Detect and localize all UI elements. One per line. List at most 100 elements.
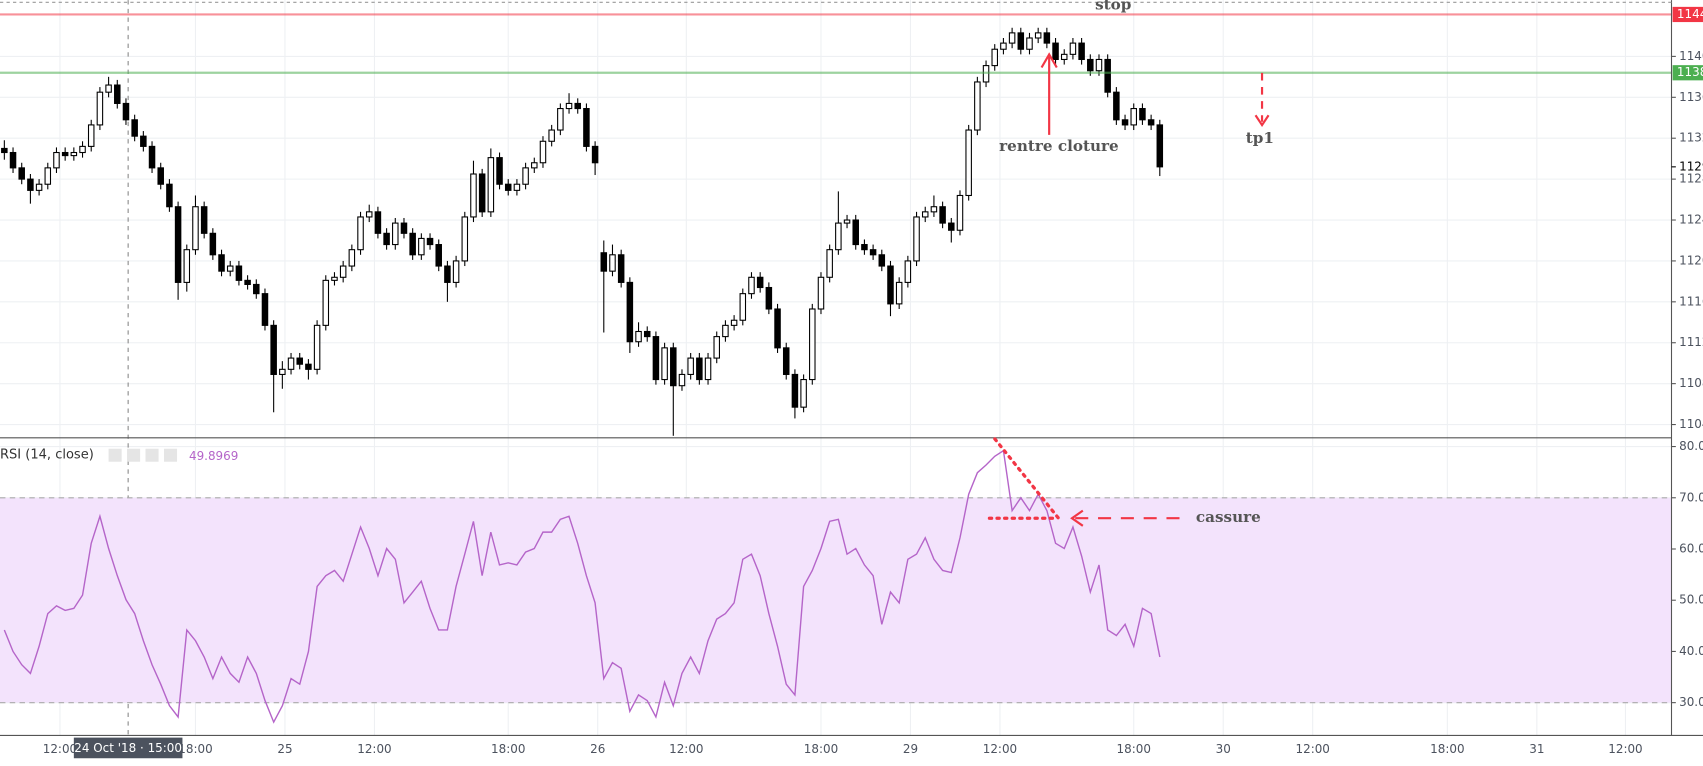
candle-body xyxy=(70,151,78,157)
candle-body xyxy=(565,102,573,110)
annotation-cassure: cassure xyxy=(1196,508,1261,526)
candle-body xyxy=(305,363,312,370)
candle-body xyxy=(1078,42,1085,61)
trend-line xyxy=(993,437,1063,524)
candle-body xyxy=(730,319,738,326)
candle-body xyxy=(218,254,225,272)
x-tick-label: 30 xyxy=(1216,742,1231,756)
candle-body xyxy=(904,260,912,283)
y-tick-label: 1108 xyxy=(1679,376,1703,390)
x-tick-label: 12:00 xyxy=(1608,742,1642,756)
candle-body xyxy=(948,222,955,231)
candle-body xyxy=(887,265,894,305)
marks-layer xyxy=(0,13,1672,724)
candle-body xyxy=(800,379,807,408)
candle-body xyxy=(1026,37,1033,50)
x-tick-label: 18:00 xyxy=(1430,742,1464,756)
candle-body xyxy=(1147,119,1155,126)
legend-icon xyxy=(164,448,178,462)
candle-body xyxy=(400,222,408,234)
candle-body xyxy=(200,206,208,234)
candle-body xyxy=(44,167,52,185)
candle-body xyxy=(539,140,547,164)
candle-body xyxy=(226,265,234,272)
candle-body xyxy=(470,173,477,218)
y-tick-label: 60.0 xyxy=(1679,541,1703,555)
x-tick-label: 29 xyxy=(903,742,918,756)
y-tick-label: 1120 xyxy=(1679,253,1703,267)
candle-body xyxy=(61,151,69,157)
candle-body xyxy=(452,260,460,283)
candle-body xyxy=(392,222,399,246)
x-tick-label: 12:00 xyxy=(43,742,77,756)
candle-body xyxy=(435,244,442,267)
x-tick-label: 31 xyxy=(1529,742,1544,756)
candle-body xyxy=(583,108,590,147)
candle-body xyxy=(261,293,269,326)
candle-body xyxy=(826,249,833,278)
arrow-head xyxy=(1254,114,1270,128)
legend-icon xyxy=(127,448,141,462)
candle-body xyxy=(244,279,251,285)
candle-body xyxy=(426,237,434,246)
candle-body xyxy=(557,108,564,131)
candle-body xyxy=(817,276,825,310)
candle-body xyxy=(774,308,781,349)
candle-body xyxy=(965,129,972,197)
x-tick-label: 12:00 xyxy=(983,742,1017,756)
x-tick-label: 26 xyxy=(590,742,605,756)
y-tick-label: 1128 xyxy=(1679,172,1703,186)
candle-body xyxy=(339,265,347,278)
price-label-box xyxy=(1672,65,1703,81)
candle-body xyxy=(53,151,60,169)
candle-body xyxy=(322,279,330,326)
x-tick-label: 12:00 xyxy=(357,742,391,756)
candle-body xyxy=(331,276,338,281)
candle-body xyxy=(444,265,451,283)
y-tick-label: 50.0 xyxy=(1679,593,1703,607)
candle-body xyxy=(504,183,512,191)
candle-body xyxy=(1139,108,1146,121)
candle-body xyxy=(1095,58,1103,72)
candle-body xyxy=(809,308,816,381)
candle-body xyxy=(739,293,747,321)
candle-body xyxy=(522,167,529,185)
candle-body xyxy=(974,81,981,131)
candle-body xyxy=(114,84,121,104)
candle-body xyxy=(991,48,998,67)
candle-body xyxy=(478,173,486,213)
candle-body xyxy=(209,232,217,256)
arrow-head xyxy=(1070,509,1084,527)
candle-body xyxy=(1008,32,1016,44)
candle-body xyxy=(1060,53,1068,61)
candle-body xyxy=(791,373,799,408)
candle-body xyxy=(782,347,790,375)
candle-body xyxy=(843,219,851,224)
y-tick-label: 40.0 xyxy=(1679,644,1703,658)
candle-body xyxy=(87,124,95,147)
candle-body xyxy=(852,219,859,246)
candle-body xyxy=(670,347,677,387)
price-label-box xyxy=(1672,6,1703,23)
candle-body xyxy=(157,167,164,185)
candle-body xyxy=(1000,42,1007,50)
candle-body xyxy=(348,249,356,267)
candle-body xyxy=(1156,124,1164,168)
candle-body xyxy=(365,211,373,218)
candle-body xyxy=(921,211,929,218)
candle-body xyxy=(27,178,34,191)
y-tick-label: 1116 xyxy=(1679,294,1703,308)
candle-body xyxy=(513,183,521,191)
candle-body xyxy=(148,145,156,169)
candle-body xyxy=(1113,91,1120,121)
candle-body xyxy=(1069,42,1077,55)
annotation-tp1: tp1 xyxy=(1246,129,1274,147)
candle-body xyxy=(270,324,277,375)
candle-body xyxy=(661,347,668,381)
candle-body xyxy=(18,167,25,180)
candle-body xyxy=(9,151,17,169)
candle-body xyxy=(105,84,112,93)
candle-body xyxy=(678,373,686,387)
candle-body xyxy=(461,216,469,262)
rsi-value: 49.8969 xyxy=(189,449,238,463)
